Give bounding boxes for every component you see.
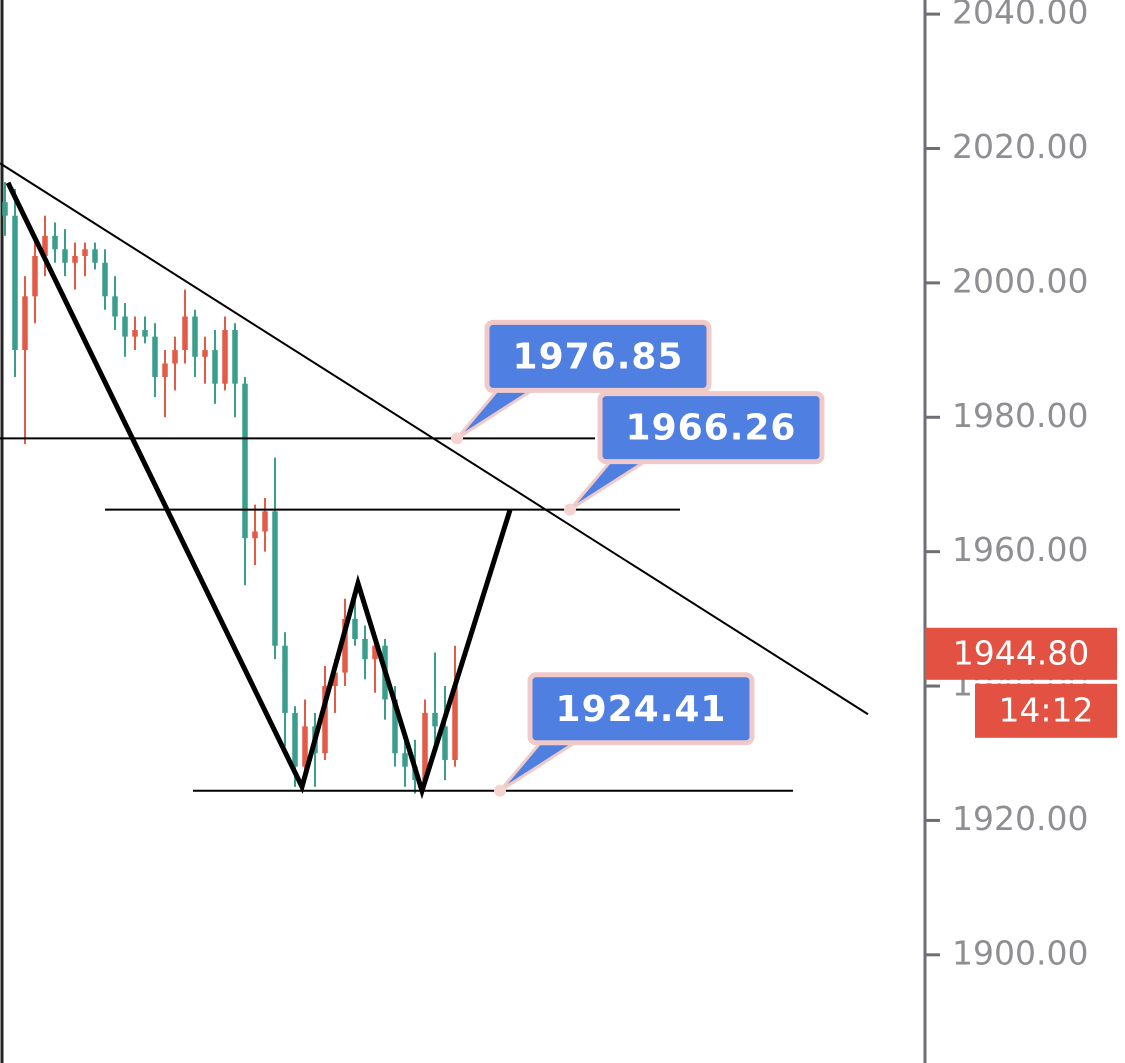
candle-body [242, 383, 248, 539]
last-price-tag [925, 627, 1117, 680]
candle-body [272, 511, 278, 646]
countdown-label: 14:12 [998, 690, 1093, 729]
callout-tail [455, 386, 541, 440]
candle-body [12, 215, 18, 351]
callout-label: 1976.85 [513, 336, 684, 377]
candle-body [22, 296, 28, 351]
callout-box [597, 391, 825, 465]
candle-body [422, 712, 428, 781]
candle-body [132, 329, 138, 337]
candle-body [352, 618, 358, 640]
candle-body [332, 672, 338, 687]
candle-body [92, 249, 98, 263]
candle-body [112, 296, 118, 317]
candle-body [62, 249, 68, 263]
candle-body [102, 262, 108, 297]
y-tick-label: 2020.00 [952, 127, 1088, 166]
candle-body [402, 753, 408, 767]
callout-anchor [451, 432, 463, 445]
callout-box [527, 672, 755, 746]
candle-body [42, 235, 48, 257]
candle-body [452, 686, 458, 760]
candle-body [342, 618, 348, 673]
candle-body [252, 531, 258, 539]
y-tick-label: 1920.00 [952, 799, 1088, 838]
candle-body [212, 350, 218, 384]
callout-label: 1924.41 [556, 689, 727, 730]
y-tick-label: 1960.00 [952, 530, 1088, 569]
candle-body [432, 712, 438, 727]
candle-body [362, 639, 368, 660]
candle-body [262, 511, 268, 532]
candle-body [142, 329, 148, 337]
candle-body [2, 202, 8, 216]
candle-body [72, 256, 78, 263]
candle-body [172, 350, 178, 364]
candle-body [372, 645, 378, 660]
callout-anchor [494, 784, 506, 797]
last-price-label: 1944.80 [953, 633, 1089, 672]
candle-body [282, 645, 288, 713]
candle-body [122, 316, 128, 337]
callout-tail [568, 458, 654, 511]
y-tick-label: 2000.00 [952, 261, 1088, 300]
candle-body [322, 686, 328, 754]
callout-anchor [564, 503, 576, 516]
countdown-tag [975, 683, 1117, 738]
y-tick-label: 1900.00 [952, 933, 1088, 972]
candle-body [152, 336, 158, 377]
callout-tail [498, 739, 584, 793]
candle-body [222, 329, 228, 384]
candle-body [82, 249, 88, 257]
candle-body [232, 329, 238, 384]
candle-body [302, 726, 308, 767]
callout-box [484, 319, 712, 393]
y-tick-label: 2040.00 [952, 0, 1088, 32]
candle-body [292, 712, 298, 767]
candle-body [392, 699, 398, 754]
candle-body [32, 256, 38, 297]
candle-body [442, 726, 448, 760]
y-tick-label: 1980.00 [952, 396, 1088, 435]
candle-body [202, 350, 208, 357]
trend-drawing [5, 181, 513, 800]
candle-body [182, 316, 188, 351]
callout-label: 1966.26 [626, 408, 797, 449]
candle-body [192, 316, 198, 357]
candle-body [162, 363, 168, 377]
candle-body [52, 235, 58, 250]
